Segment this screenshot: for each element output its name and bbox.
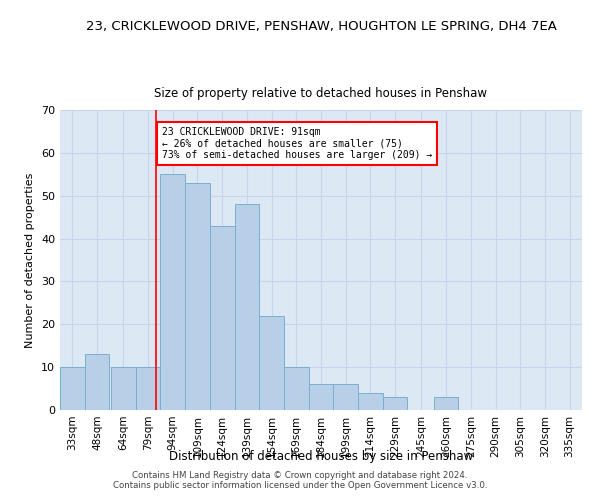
Bar — [210, 226, 235, 410]
Y-axis label: Number of detached properties: Number of detached properties — [25, 172, 35, 348]
Bar — [434, 397, 458, 410]
Text: Contains HM Land Registry data © Crown copyright and database right 2024.
Contai: Contains HM Land Registry data © Crown c… — [113, 470, 487, 490]
Bar — [85, 354, 109, 410]
Bar — [358, 393, 383, 410]
Bar — [284, 367, 308, 410]
Text: Distribution of detached houses by size in Penshaw: Distribution of detached houses by size … — [169, 450, 473, 463]
Bar — [185, 183, 210, 410]
Bar — [334, 384, 358, 410]
Bar — [160, 174, 185, 410]
Bar — [136, 367, 160, 410]
Bar — [308, 384, 334, 410]
Text: 23 CRICKLEWOOD DRIVE: 91sqm
← 26% of detached houses are smaller (75)
73% of sem: 23 CRICKLEWOOD DRIVE: 91sqm ← 26% of det… — [162, 127, 433, 160]
Text: 23, CRICKLEWOOD DRIVE, PENSHAW, HOUGHTON LE SPRING, DH4 7EA: 23, CRICKLEWOOD DRIVE, PENSHAW, HOUGHTON… — [86, 20, 556, 33]
Bar — [259, 316, 284, 410]
Bar — [60, 367, 85, 410]
Bar — [235, 204, 259, 410]
Bar — [383, 397, 407, 410]
Bar — [111, 367, 136, 410]
Text: Size of property relative to detached houses in Penshaw: Size of property relative to detached ho… — [155, 87, 487, 100]
